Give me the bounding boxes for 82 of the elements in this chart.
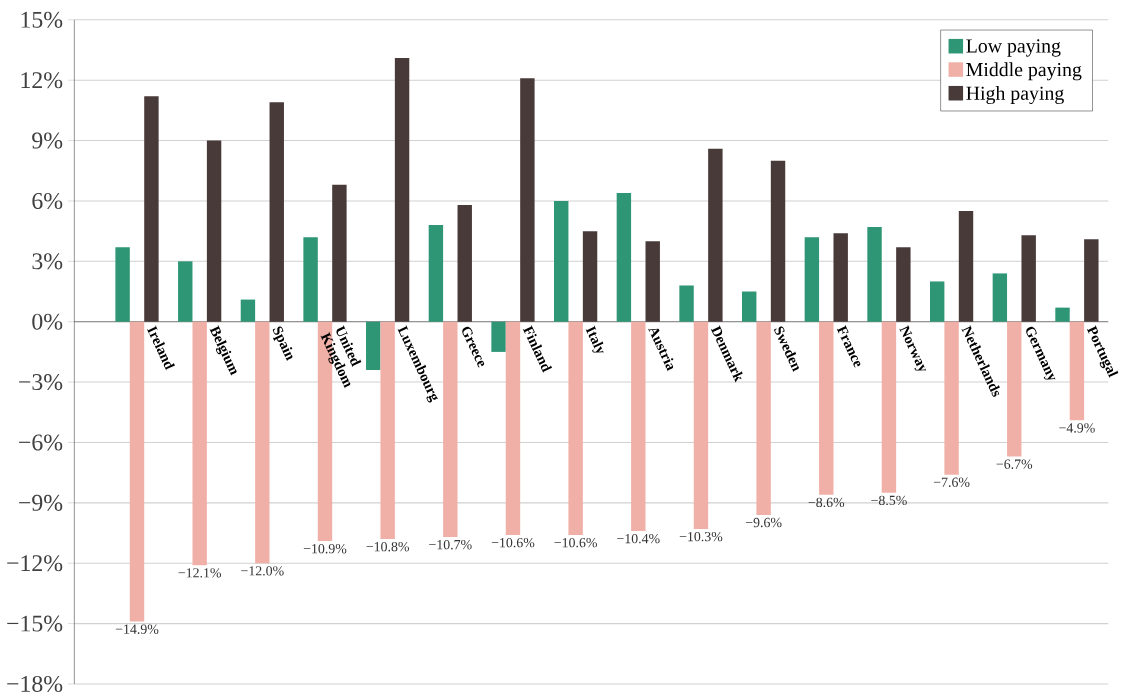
data-label: −10.8% [366, 542, 409, 552]
bar [804, 237, 820, 322]
bar [380, 321, 395, 540]
x-tick-label: France [836, 324, 861, 368]
bar [929, 281, 945, 322]
bar [428, 225, 444, 322]
bar [129, 321, 145, 622]
y-tick-label: −6% [19, 434, 63, 451]
x-tick-label: Italy [585, 325, 604, 353]
y-tick-label: −12% [7, 555, 63, 572]
bar [679, 285, 694, 322]
bar [255, 321, 270, 564]
bar [1069, 321, 1085, 421]
bar [708, 148, 723, 322]
y-tick-label: 6% [32, 192, 63, 210]
data-label: −6.7% [996, 459, 1033, 469]
bar [819, 321, 834, 495]
data-label: −9.6% [745, 517, 782, 528]
bar [645, 241, 660, 322]
y-tick-label: 15% [21, 11, 63, 28]
bar [616, 192, 632, 322]
bar [1007, 321, 1022, 457]
legend-label: Low paying [966, 39, 1061, 57]
bar [896, 247, 911, 322]
y-tick-label: 0% [32, 313, 63, 330]
data-label: −10.4% [617, 533, 660, 544]
legend-label: Middle paying [966, 62, 1082, 81]
data-label: −8.6% [808, 497, 845, 508]
bar [554, 201, 569, 322]
data-label: −10.6% [491, 538, 535, 548]
data-label: −7.6% [933, 477, 970, 488]
data-label: −10.6% [554, 538, 597, 548]
y-tick-label: −3% [19, 374, 63, 391]
bar [505, 321, 521, 536]
bar [366, 321, 381, 371]
legend-label: High paying [966, 86, 1064, 105]
bar [867, 227, 882, 322]
bar [944, 321, 959, 475]
bar [1021, 235, 1036, 322]
bar [881, 321, 897, 493]
data-label: −12.0% [241, 566, 284, 576]
data-label: −14.9% [115, 624, 159, 634]
bar [491, 321, 506, 352]
bar [756, 321, 771, 515]
bar [958, 211, 974, 322]
y-tick-label: 12% [21, 72, 63, 89]
x-tick-label: Greece [462, 326, 485, 368]
bar [206, 140, 222, 322]
bar [178, 261, 193, 322]
y-tick-label: −18% [7, 675, 63, 693]
data-label: −8.5% [871, 495, 907, 506]
x-tick-label: Spain [272, 326, 293, 362]
bar [192, 321, 207, 566]
bar [457, 205, 472, 322]
bar [520, 78, 535, 322]
data-label: −10.3% [679, 531, 723, 542]
bar [992, 273, 1008, 322]
data-label: −12.1% [178, 568, 222, 578]
bar [115, 247, 130, 322]
bar [770, 160, 786, 322]
bar [833, 233, 848, 322]
y-tick-label: 9% [32, 132, 63, 149]
bar [1084, 239, 1099, 322]
y-tick-label: 3% [32, 253, 63, 270]
bar [582, 231, 598, 322]
bar [394, 58, 410, 322]
bar [443, 321, 458, 538]
bar [332, 184, 347, 322]
data-label: −10.7% [429, 540, 472, 550]
bar [631, 321, 646, 532]
y-tick-label: −15% [7, 615, 63, 632]
y-tick-label: −9% [19, 494, 63, 511]
bar [693, 321, 709, 530]
bar [1055, 307, 1070, 322]
bar [269, 102, 284, 322]
data-label: −10.9% [303, 544, 347, 554]
data-label: −4.9% [1059, 423, 1095, 433]
bar [144, 96, 159, 322]
bar [303, 237, 318, 322]
bar [568, 321, 583, 536]
bar [742, 291, 757, 322]
bar [240, 299, 256, 322]
